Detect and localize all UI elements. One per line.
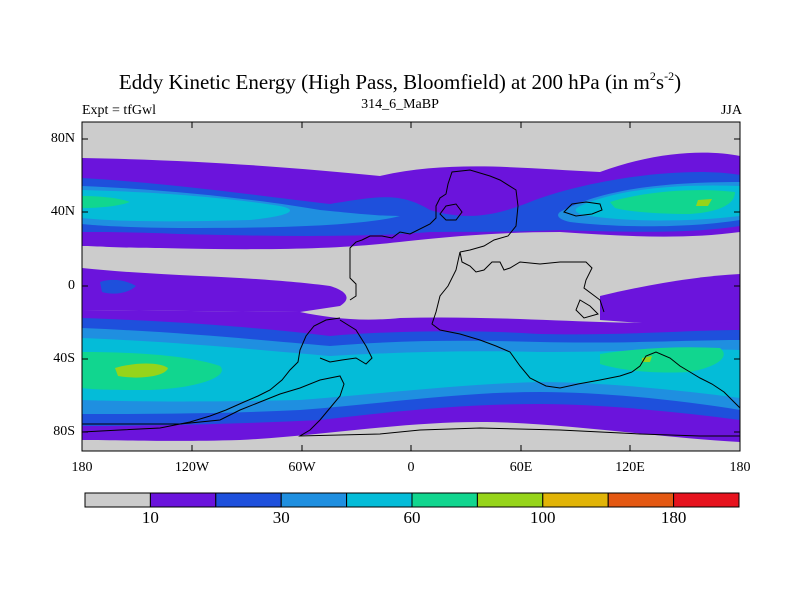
colorbar xyxy=(84,492,740,508)
title-sup-1: 2 xyxy=(649,69,656,83)
colorbar-box-7 xyxy=(542,492,609,508)
lon-label-120w: 120W xyxy=(174,460,210,475)
plot-title: Eddy Kinetic Energy (High Pass, Bloomfie… xyxy=(0,70,800,95)
colorbar-box-9 xyxy=(673,492,740,508)
lat-label-40n: 40N xyxy=(50,204,75,219)
lat-label-80n: 80N xyxy=(50,131,75,146)
pacific-island-outline xyxy=(575,299,599,319)
lon-label-120e: 120E xyxy=(615,460,645,475)
lon-label-0: 0 xyxy=(407,460,415,475)
colorbar-label-10: 10 xyxy=(141,508,159,527)
colorbar-box-5 xyxy=(411,492,478,508)
colorbar-label-30: 30 xyxy=(272,508,290,527)
equatorial-patch-west-blue xyxy=(100,279,136,294)
lon-label-180e: 180 xyxy=(729,460,751,475)
greenland-outline xyxy=(439,203,463,221)
colorbar-box-6 xyxy=(476,492,544,508)
central-america-outline xyxy=(459,251,605,313)
plot-subtitle: 314_6_MaBP xyxy=(361,97,439,112)
south-america-inner xyxy=(319,319,373,365)
equatorial-patch-east xyxy=(600,274,740,330)
title-close: ) xyxy=(674,70,682,94)
coastlines xyxy=(82,169,740,437)
australia-outline xyxy=(631,351,740,409)
season-label: JJA xyxy=(720,103,742,118)
nh-band-level4 xyxy=(82,185,740,222)
asia-northeast-outline xyxy=(563,201,603,217)
nh-band-level5 xyxy=(82,190,735,214)
colorbar-box-3 xyxy=(280,492,348,508)
tick-marks xyxy=(82,122,740,451)
antarctica-outline xyxy=(82,375,740,437)
lon-label-180w: 180 xyxy=(71,460,93,475)
title-text: Eddy Kinetic Energy (High Pass, Bloomfie… xyxy=(118,70,650,94)
colorbar-box-1 xyxy=(149,492,217,508)
sh-band-level4 xyxy=(82,338,740,402)
title-sup-2: -2 xyxy=(664,69,675,83)
experiment-label: Expt = tfGwl xyxy=(82,103,156,118)
colorbar-label-100: 100 xyxy=(530,508,556,527)
contour-field xyxy=(82,122,740,451)
colorbar-label-60: 60 xyxy=(403,508,421,527)
colorbar-box-4 xyxy=(346,492,413,508)
colorbar-box-8 xyxy=(607,492,675,508)
lon-label-60w: 60W xyxy=(288,460,316,475)
africa-outline xyxy=(431,251,633,389)
colorbar-box-0 xyxy=(84,492,151,508)
colorbar-label-180: 180 xyxy=(660,508,687,527)
lat-label-0: 0 xyxy=(68,278,75,293)
lat-label-80s: 80S xyxy=(53,424,75,439)
colorbar-box-2 xyxy=(215,492,282,508)
sh-band-level5 xyxy=(82,347,724,390)
title-s: s xyxy=(655,70,665,94)
nh-band-level6 xyxy=(696,199,712,206)
lat-label-40s: 40S xyxy=(53,351,75,366)
equatorial-patch-west xyxy=(82,268,347,312)
north-america-outline xyxy=(349,169,519,301)
lon-label-60e: 60E xyxy=(509,460,533,475)
